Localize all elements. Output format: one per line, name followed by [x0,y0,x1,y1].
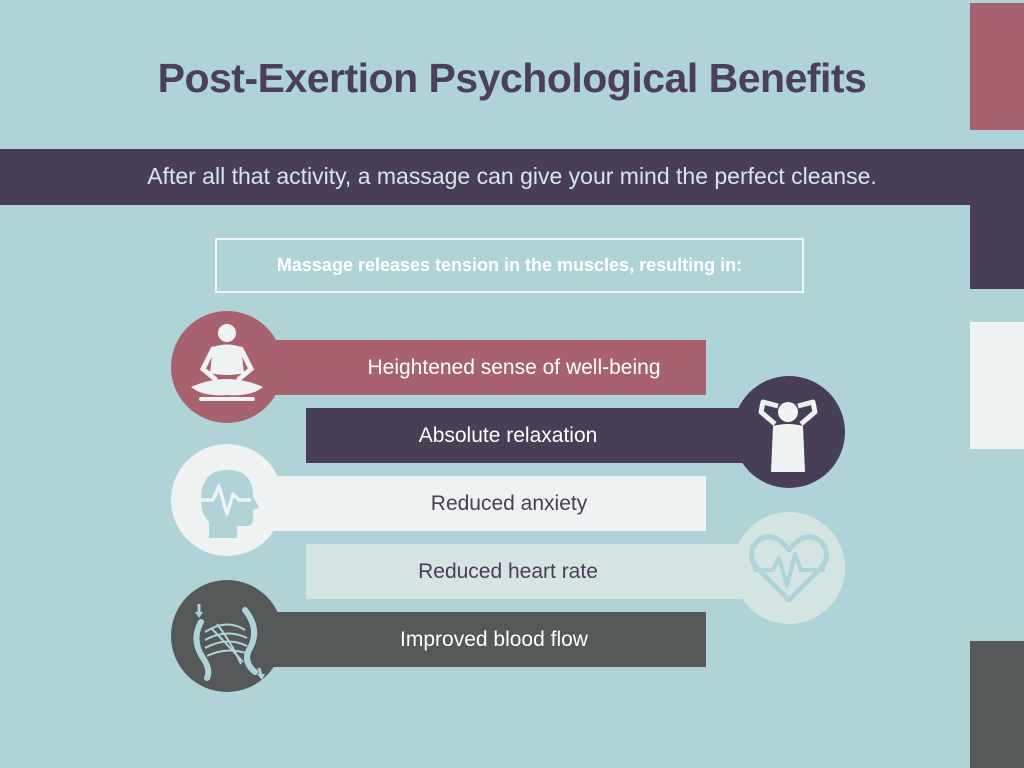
benefit-bar-relaxation: Absolute relaxation [306,408,750,463]
subtitle-band [0,149,1024,205]
heart-pulse-icon [733,512,845,624]
page-title: Post-Exertion Psychological Benefits [157,55,867,101]
decor-block-light [970,322,1024,449]
callout-box: Massage releases tension in the muscles,… [215,238,804,293]
benefit-bar-anxiety: Reduced anxiety [262,476,706,531]
blood-vessels-icon [171,580,283,692]
benefit-label: Reduced anxiety [430,491,588,515]
decor-block-rose [970,3,1024,130]
subtitle: After all that activity, a massage can g… [147,163,877,189]
decor-block-plum [970,149,1024,289]
benefit-bar-heart-rate: Reduced heart rate [306,544,750,599]
benefit-bar-wellbeing: Heightened sense of well-being [262,340,706,395]
benefit-label: Reduced heart rate [418,559,598,583]
callout-text: Massage releases tension in the muscles,… [276,255,743,275]
benefit-label: Heightened sense of well-being [367,355,661,379]
head-heartbeat-icon [171,444,283,556]
decor-block-charcoal [970,641,1024,768]
relaxed-person-icon [733,376,845,488]
meditation-icon [171,311,283,423]
benefit-label: Improved blood flow [400,627,588,651]
benefit-bar-blood-flow: Improved blood flow [262,612,706,667]
benefit-label: Absolute relaxation [418,423,598,447]
